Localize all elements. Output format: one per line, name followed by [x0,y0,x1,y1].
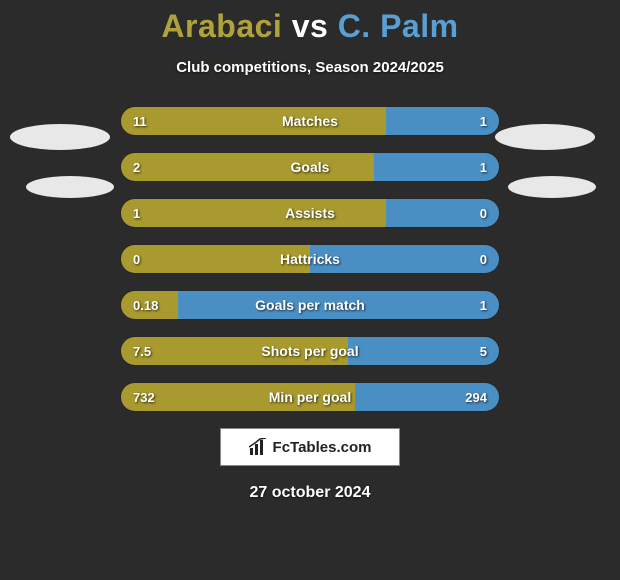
player1-name: Arabaci [161,8,282,44]
avatar-placeholder-left-1 [10,124,110,150]
logo-text: FcTables.com [273,439,372,456]
stat-row: Shots per goal7.55 [120,336,500,366]
stat-row: Goals per match0.181 [120,290,500,320]
avatar-placeholder-right-1 [495,124,595,150]
comparison-title: Arabaci vs C. Palm [0,0,620,45]
stat-bar-left [121,245,310,273]
player2-name: C. Palm [338,8,459,44]
stat-bar-right [374,153,499,181]
stat-bar-left [121,153,374,181]
stat-bar-right [355,383,499,411]
stat-row: Min per goal732294 [120,382,500,412]
stat-row: Goals21 [120,152,500,182]
stat-bar-left [121,199,386,227]
stat-bar-right [178,291,499,319]
fctables-logo: FcTables.com [220,428,400,466]
stat-row: Hattricks00 [120,244,500,274]
stat-bar-right [348,337,499,365]
stat-bar-left [121,107,386,135]
bar-chart-icon [249,438,269,456]
stat-bar-right [310,245,499,273]
avatar-placeholder-right-2 [508,176,596,198]
stat-bar-left [121,383,355,411]
subtitle: Club competitions, Season 2024/2025 [0,59,620,76]
date: 27 october 2024 [0,484,620,502]
stat-bar-left [121,291,178,319]
stat-bar-left [121,337,348,365]
vs-text: vs [292,8,329,44]
stat-row: Matches111 [120,106,500,136]
avatar-placeholder-left-2 [26,176,114,198]
stat-bar-right [386,107,499,135]
stat-row: Assists10 [120,198,500,228]
stat-bar-right [386,199,499,227]
stats-bars: Matches111 Goals21 Assists10 Hattricks00 Goa… [120,106,500,412]
